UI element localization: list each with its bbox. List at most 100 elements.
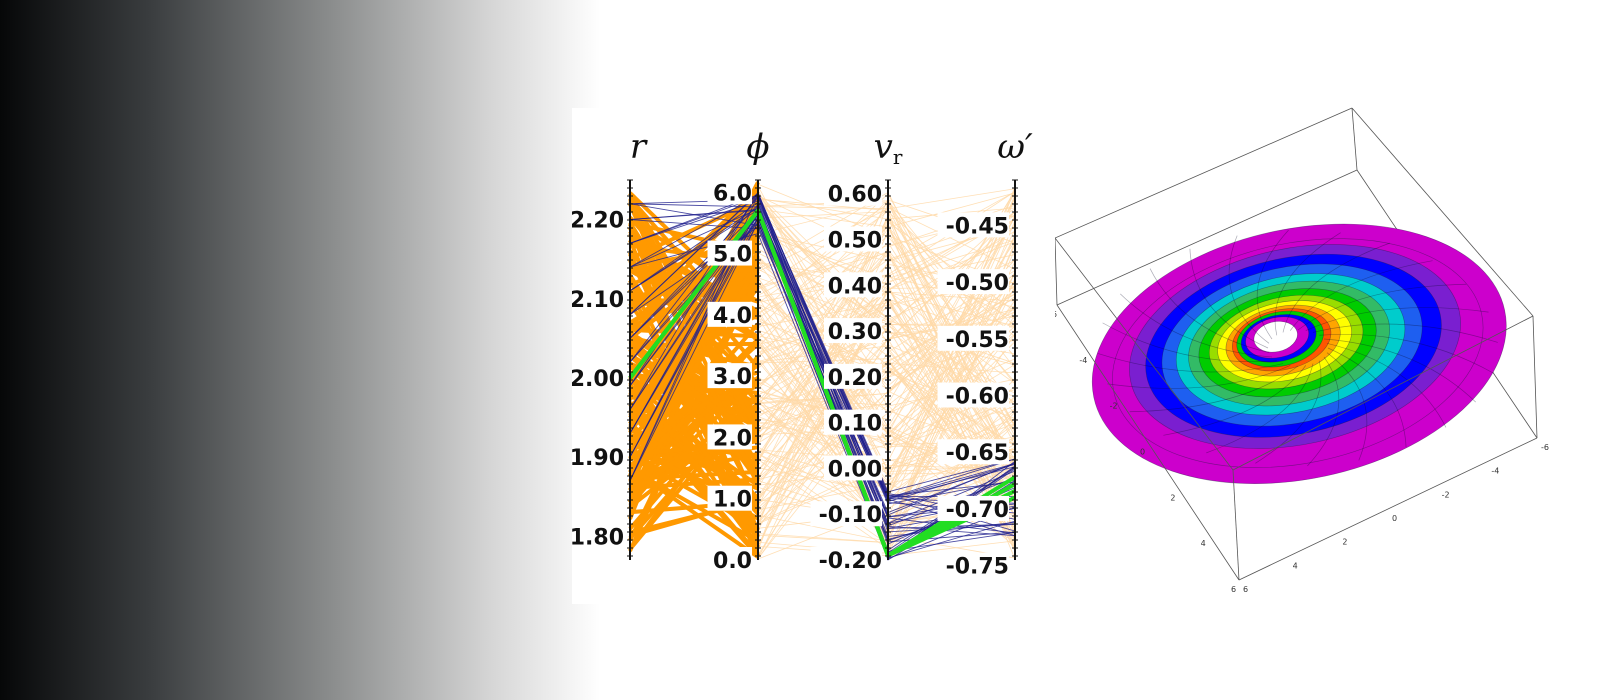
tick-label-background [707,179,752,205]
navy-polyline [629,193,1016,493]
box-edge [1056,304,1240,581]
box-tick-label: 4 [1201,539,1206,548]
box-tick-label: -4 [1079,356,1087,365]
orange-polyline [628,181,760,425]
tick-label: -0.70 [946,498,1009,523]
box-edge [1055,107,1353,239]
tick-label-background [824,455,882,481]
orange-polyline [629,265,759,303]
3d-surface-plot: -6 -4 -2 0 2 4 66 4 2 0 -2 -4 -6 [1055,107,1549,594]
tick-label: 0.30 [828,320,882,345]
tick-label: 4.0 [713,304,752,329]
orange-polyline [628,410,760,500]
tick-label-background [824,272,882,298]
box-edge [1532,315,1538,439]
box-edge [1056,169,1358,306]
tick-label-background [937,269,1009,295]
box-edge [1238,437,1538,581]
box-edge [1055,237,1234,471]
tick-label-background [810,547,882,572]
orange-polyline [628,393,760,488]
surface-contour [1282,242,1390,333]
surface-contour [1255,360,1322,464]
tick-label-background [707,547,752,572]
tick-label-background [937,552,1009,578]
surface-contour [1319,333,1494,374]
tick-label: 2.0 [713,426,752,451]
navy-polyline [629,207,1016,505]
tick-label: -0.60 [946,385,1009,410]
orange-polyline [628,352,760,437]
surface-contour [1107,365,1291,389]
box-tick-label: -6 [1055,310,1057,319]
axis-title: ϕ [746,127,769,167]
surface-contour [1189,248,1269,349]
tick-label-background [824,409,882,435]
surface-contour [1102,322,1277,363]
surface-contour [1289,260,1433,331]
orange-polyline [628,376,760,549]
surface-contour [1327,347,1407,448]
bounding-box-front [1055,237,1538,581]
tick-label: -0.10 [819,503,882,528]
surface-contour [1323,338,1476,403]
box-tick-label: 0 [1392,514,1397,523]
box-tick-label: 2 [1170,493,1175,502]
tick-label: 0.0 [713,549,752,574]
tick-label-background [707,363,752,389]
tick-label: 3.0 [713,365,752,390]
orange-polyline [628,264,760,477]
box-tick-label: 6 [1243,585,1248,594]
tick-label: 0.50 [828,229,882,254]
surface-contour [1149,268,1270,353]
tick-label: 2.00 [572,367,624,392]
box-tick-label: 6 [1231,585,1236,594]
tick-label: -0.65 [946,441,1009,466]
axis-title: r [630,127,648,167]
surface-contour [1120,293,1273,358]
tick-label: -0.50 [946,271,1009,296]
tick-label-background [937,382,1009,408]
left-gradient-background [0,0,600,700]
tick-label-background [572,444,624,470]
tick-label-background [824,318,882,344]
tick-label-background [937,495,1009,521]
tick-label-background [707,485,752,511]
tick-label: -0.45 [946,214,1009,239]
label-layer: 1.80 1.90 2.00 2.10 2.20 r 0.0 1.0 2.0 3.0 4.0 5.0 6… [572,127,1033,580]
surface-contour [1274,232,1341,336]
box-tick-label: 2 [1342,538,1347,547]
surface-contour [1326,352,1368,461]
surface-contour [1256,229,1289,340]
box-tick-label: 0 [1140,448,1145,457]
tick-label-background [572,523,624,549]
surface-ring [1253,321,1298,353]
tick-label: 1.80 [572,525,624,550]
tick-label: 1.90 [572,446,624,471]
surface-contour [1098,353,1284,373]
tick-label-background [572,364,624,390]
tick-label: 6.0 [713,181,752,206]
axis-title: vr [874,127,903,169]
tick-label-background [937,212,1009,238]
parallel-coordinates-chart: 1.80 1.90 2.00 2.10 2.20 r 0.0 1.0 2.0 3.0 4.0 5.0 6… [572,127,1033,580]
surface-contour [1163,365,1307,436]
box-edge [1055,237,1058,306]
tick-label: 1.0 [713,488,752,513]
box-tick-labels: -6 -4 -2 0 2 4 66 4 2 0 -2 -4 -6 [1055,310,1549,594]
axis-title: ω′ [997,127,1033,167]
surface-contour [1228,235,1270,344]
tick-label-background [824,180,882,206]
tick-label-background [810,501,882,527]
navy-polyline [629,194,1016,537]
tick-label-background [937,325,1009,351]
tick-label-background [707,240,752,266]
surface-contour [1312,323,1498,343]
tick-label: 0.00 [828,457,882,482]
vortex-surface [1091,223,1507,484]
tick-label: 0.20 [828,366,882,391]
tick-label: 0.40 [828,274,882,299]
box-tick-label: -6 [1541,443,1549,452]
surface-contour [1297,283,1467,331]
surface-contour [1129,365,1299,413]
